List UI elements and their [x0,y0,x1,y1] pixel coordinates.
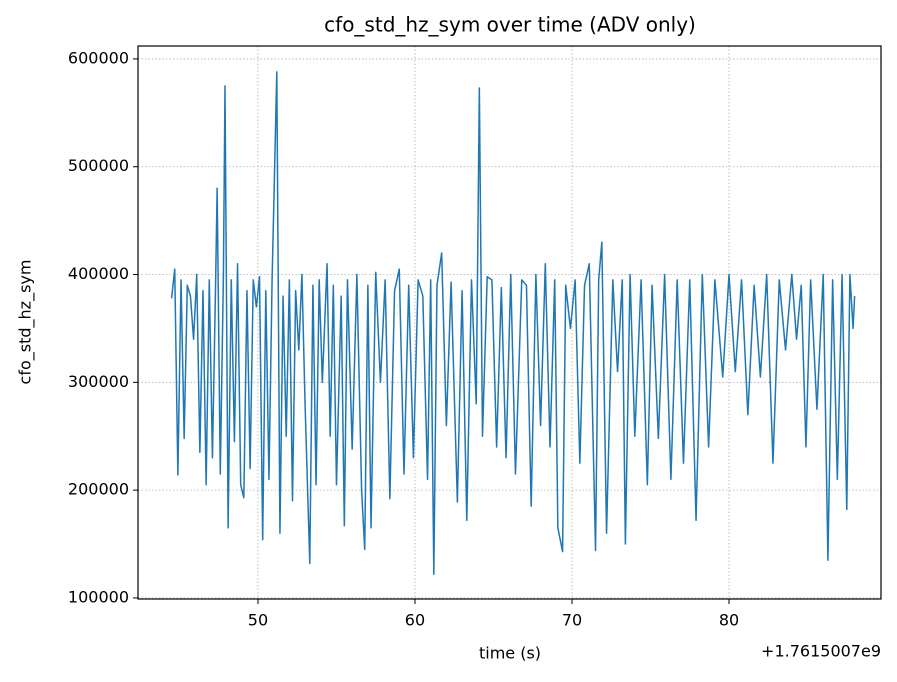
y-tick-label: 400000 [68,264,129,283]
y-tick-label: 500000 [68,156,129,175]
x-tick-label: 50 [248,611,268,630]
plot-frame [137,45,882,600]
x-offset-label: +1.7615007e9 [761,642,881,661]
x-tick-label: 70 [562,611,582,630]
y-tick-label: 300000 [68,372,129,391]
x-axis-label: time (s) [479,644,541,663]
x-tick-label: 60 [405,611,425,630]
chart-title: cfo_std_hz_sym over time (ADV only) [324,13,696,37]
data-line [170,71,856,575]
y-tick-label: 600000 [68,48,129,67]
x-tick-label: 80 [719,611,739,630]
y-tick-label: 200000 [68,480,129,499]
y-tick-label: 100000 [68,587,129,606]
y-axis-label: cfo_std_hz_sym [16,260,36,385]
